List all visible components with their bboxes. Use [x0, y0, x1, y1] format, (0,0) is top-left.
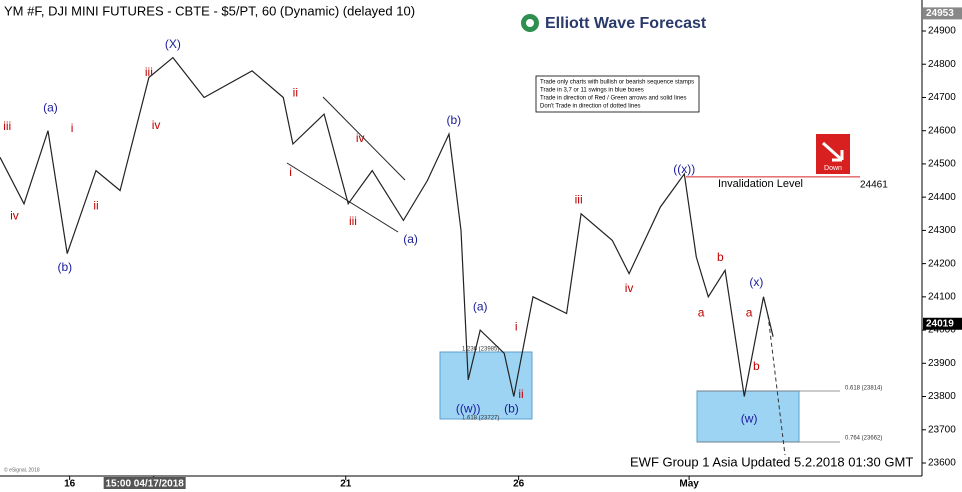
copyright: © eSignal, 2018 [4, 466, 40, 473]
y-tick-label: 24200 [928, 258, 956, 269]
wave-label: i [71, 121, 74, 135]
y-tick-label: 24100 [928, 291, 956, 302]
wave-label: (b) [504, 401, 519, 415]
x-tick-label: 26 [513, 479, 525, 490]
signal-box [816, 134, 850, 174]
wave-label: iv [356, 131, 365, 145]
wave-label: ii [93, 198, 98, 212]
wave-label: b [717, 250, 724, 264]
rule-text: Trade in direction of Red / Green arrows… [540, 96, 687, 102]
wave-label: (a) [43, 100, 58, 114]
price-label: 24019 [926, 318, 954, 329]
rules-box [535, 75, 700, 113]
y-tick-label: 24600 [928, 125, 956, 136]
price-line [0, 56, 774, 397]
invalidation-label: Invalidation Level [718, 178, 803, 190]
wave-label: a [746, 305, 753, 319]
x-tick-label: 15:00 04/17/2018 [105, 479, 184, 490]
x-tick-highlight [103, 477, 186, 489]
wave-label: iii [349, 214, 357, 228]
logo-icon [526, 19, 534, 27]
y-tick-label: 23600 [928, 458, 956, 469]
signal-label: Down [824, 165, 842, 172]
wave-label: (b) [446, 113, 461, 127]
brand: Elliott Wave Forecast [545, 15, 707, 32]
wave-label: i [515, 319, 518, 333]
x-tick-label: 16 [64, 479, 76, 490]
price-label-box [923, 317, 962, 330]
wave-label: (a) [403, 232, 418, 246]
wave-label: ((x)) [673, 162, 695, 176]
wave-label: i [289, 165, 292, 179]
wave-label: (X) [165, 37, 181, 51]
y-tick-label: 23700 [928, 424, 956, 435]
wave-label: ii [518, 387, 523, 401]
wave-label: (a) [473, 299, 488, 313]
wave-label: ii [293, 85, 298, 99]
y-tick-label: 24300 [928, 225, 956, 236]
x-tick-label: 21 [340, 479, 352, 490]
y-tick-label: 24900 [928, 26, 956, 37]
y-tick-label: 24700 [928, 92, 956, 103]
wave-label: (b) [57, 260, 72, 274]
wave-label: iii [3, 119, 11, 133]
rule-text: Trade in 3,7 or 11 swings in blue boxes [540, 88, 644, 94]
chart-title: YM #F, DJI MINI FUTURES - CBTE - $5/PT, … [4, 3, 415, 18]
footer: EWF Group 1 Asia Updated 5.2.2018 01:30 … [630, 454, 913, 469]
fib-label: 0.764 (23662) [845, 436, 882, 442]
signal-arrow [821, 141, 844, 162]
wave-label: iv [152, 118, 161, 132]
price-label-box [923, 7, 962, 20]
projection-line [767, 314, 786, 456]
x-tick-label: May [679, 479, 699, 490]
trend-line [286, 162, 399, 233]
rule-text: Trade only charts with bullish or bearis… [540, 80, 694, 86]
y-tick-label: 23800 [928, 391, 956, 402]
wave-label: (x) [749, 275, 763, 289]
rule-text: Don't Trade in direction of dotted lines [540, 104, 641, 110]
fib-label: 1.618 (23727) [462, 416, 499, 422]
wave-label: (w) [741, 411, 758, 425]
y-tick-label: 23900 [928, 358, 956, 369]
wave-label: iv [10, 208, 19, 222]
y-tick-label: 24800 [928, 59, 956, 70]
y-tick-label: 24400 [928, 192, 956, 203]
wave-label: ((w)) [456, 401, 481, 415]
y-tick-label: 24500 [928, 159, 956, 170]
fib-label: 1.236 (23985) [462, 347, 499, 353]
blue-box [439, 351, 533, 420]
trend-line [322, 96, 406, 181]
wave-label: a [698, 305, 705, 319]
invalidation-value: 24461 [860, 180, 888, 191]
wave-label: iii [145, 65, 153, 79]
y-tick-label: 24000 [928, 325, 956, 336]
wave-label: iii [575, 192, 583, 206]
wave-label: iv [625, 281, 634, 295]
wave-label: b [753, 359, 760, 373]
price-label: 24953 [926, 8, 954, 19]
fib-label: 0.618 (23814) [845, 386, 882, 392]
